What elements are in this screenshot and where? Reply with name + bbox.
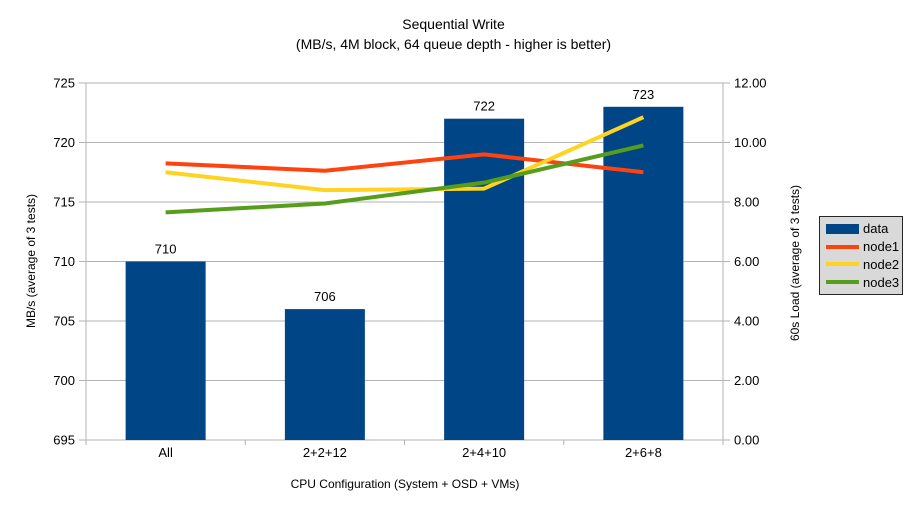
- svg-text:720: 720: [53, 135, 75, 150]
- svg-text:12.00: 12.00: [734, 76, 767, 91]
- left-axis-title: MB/s (average of 3 tests): [24, 193, 38, 329]
- svg-text:2+6+8: 2+6+8: [625, 445, 662, 460]
- svg-text:2+2+12: 2+2+12: [303, 445, 347, 460]
- node1-series-swatch: [826, 244, 859, 249]
- legend-item-node1: node1: [826, 239, 900, 254]
- svg-text:2.00: 2.00: [734, 373, 759, 388]
- svg-text:All: All: [158, 445, 173, 460]
- svg-text:4.00: 4.00: [734, 314, 759, 329]
- svg-text:10.00: 10.00: [734, 135, 767, 150]
- legend-item-data: data: [826, 221, 900, 236]
- svg-text:705: 705: [53, 314, 75, 329]
- legend-label-node1: node1: [863, 239, 900, 255]
- legend-item-node2: node2: [826, 257, 900, 272]
- right-axis-title: 60s Load (average of 3 tests): [788, 184, 802, 342]
- svg-text:706: 706: [314, 289, 336, 304]
- data-series-swatch: [826, 223, 859, 234]
- svg-text:6.00: 6.00: [734, 254, 759, 269]
- svg-text:725: 725: [53, 76, 75, 91]
- legend-label-node3: node3: [863, 274, 900, 290]
- svg-text:723: 723: [633, 87, 655, 102]
- svg-text:710: 710: [155, 242, 177, 257]
- chart-subtitle: (MB/s, 4M block, 64 queue depth - higher…: [295, 36, 612, 52]
- svg-text:0.00: 0.00: [734, 433, 759, 448]
- node3-series-swatch: [826, 280, 859, 285]
- legend-label-node2: node2: [863, 256, 900, 272]
- svg-text:695: 695: [53, 433, 75, 448]
- x-axis-title: CPU Configuration (System + OSD + VMs): [290, 477, 520, 491]
- legend-label-data: data: [863, 221, 889, 237]
- legend-item-node3: node3: [826, 275, 900, 290]
- svg-text:715: 715: [53, 195, 75, 210]
- legend: data node1 node2 node3: [819, 216, 903, 295]
- svg-text:710: 710: [53, 254, 75, 269]
- chart-title: Sequential Write: [402, 16, 505, 32]
- svg-text:700: 700: [53, 373, 75, 388]
- svg-text:722: 722: [473, 99, 495, 114]
- node2-series-swatch: [826, 262, 859, 267]
- svg-text:8.00: 8.00: [734, 195, 759, 210]
- svg-text:2+4+10: 2+4+10: [462, 445, 506, 460]
